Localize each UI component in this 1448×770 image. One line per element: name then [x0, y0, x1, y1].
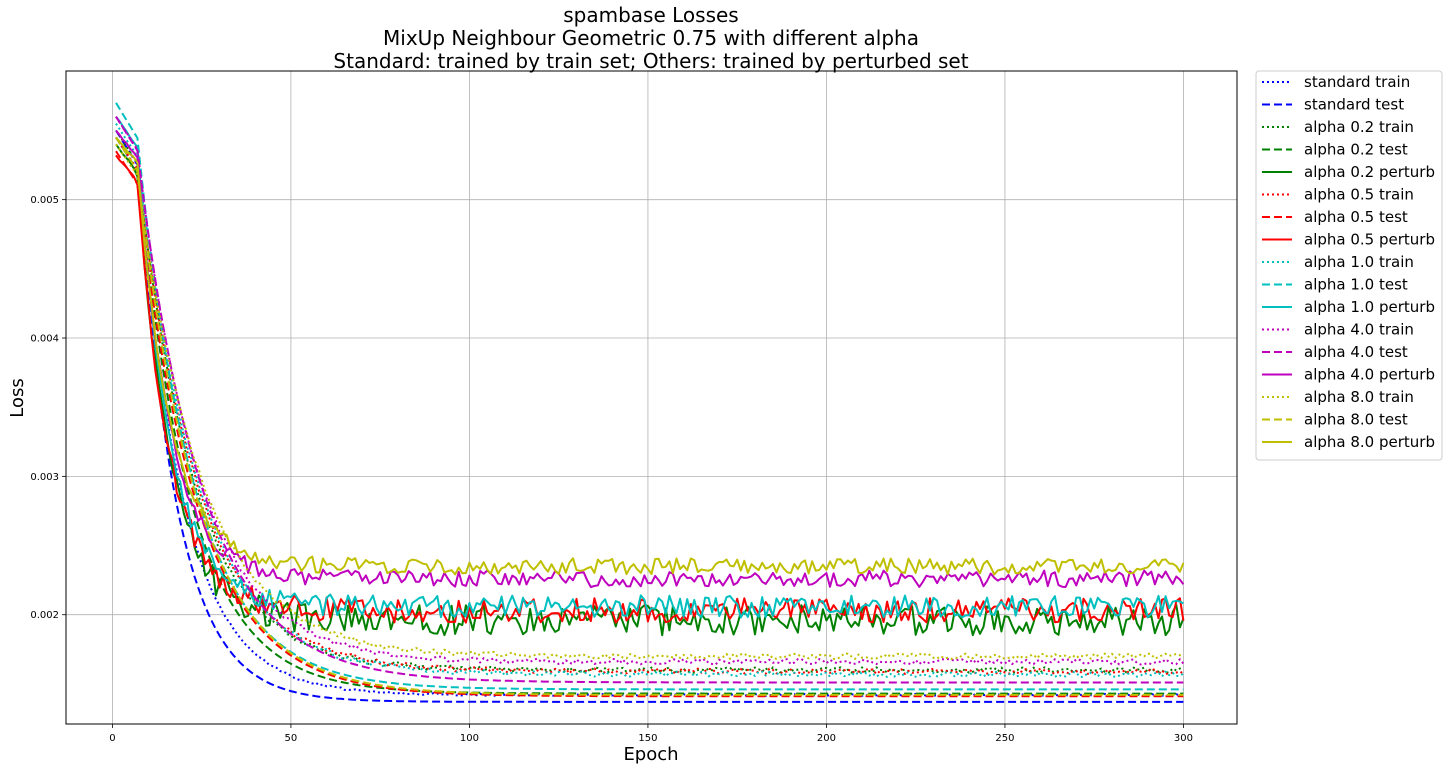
legend-label: alpha 8.0 perturb	[1304, 433, 1435, 451]
legend-frame	[1255, 70, 1443, 461]
series-line-0	[115, 136, 1184, 697]
legend-label: standard test	[1304, 96, 1404, 114]
y-tick-label: 0.003	[30, 472, 59, 483]
title-line-2: MixUp Neighbour Geometric 0.75 with diff…	[383, 26, 919, 50]
series-line-2	[115, 129, 1184, 674]
axis-ticks: 0 50 100 150 200 250 300 0.002 0.003 0.004 0.005	[30, 195, 1193, 744]
legend-label: alpha 0.2 test	[1304, 141, 1408, 159]
legend-label: alpha 4.0 train	[1304, 321, 1414, 339]
series-line-10	[115, 116, 1184, 619]
x-tick-label: 300	[1174, 733, 1193, 744]
series-line-4	[115, 143, 1185, 637]
y-axis-label: Loss	[7, 378, 28, 417]
series-line-6	[115, 150, 1184, 698]
legend-label: alpha 0.5 test	[1304, 208, 1408, 226]
series-line-8	[115, 123, 1184, 678]
legend-label: alpha 0.5 perturb	[1304, 231, 1435, 249]
series-line-16	[115, 136, 1185, 576]
y-tick-label: 0.002	[30, 610, 59, 621]
series-line-15	[115, 136, 1184, 696]
y-tick-label: 0.005	[30, 195, 59, 206]
x-axis-label: Epoch	[623, 744, 678, 765]
x-tick-label: 50	[285, 733, 298, 744]
series-line-11	[115, 116, 1185, 666]
series-line-9	[115, 102, 1184, 691]
legend-label: alpha 0.2 perturb	[1304, 163, 1435, 181]
series-line-13	[115, 129, 1185, 588]
legend-label: alpha 4.0 test	[1304, 343, 1408, 361]
plot-frame	[65, 70, 1238, 725]
x-tick-label: 0	[109, 733, 115, 744]
legend-label: standard train	[1304, 73, 1410, 91]
x-tick-label: 100	[460, 733, 479, 744]
title-line-3: Standard: trained by train set; Others: …	[333, 49, 968, 73]
series-line-3	[115, 136, 1184, 695]
legend-label: alpha 1.0 perturb	[1304, 298, 1435, 316]
legend-label: alpha 0.2 train	[1304, 118, 1414, 136]
y-tick-label: 0.004	[30, 334, 59, 345]
legend-label: alpha 1.0 train	[1304, 253, 1414, 271]
series-line-5	[115, 136, 1184, 676]
x-tick-label: 250	[995, 733, 1014, 744]
x-tick-label: 150	[638, 733, 657, 744]
chart-title: spambase Losses MixUp Neighbour Geometri…	[333, 3, 968, 73]
x-tick-label: 200	[817, 733, 836, 744]
legend-label: alpha 8.0 train	[1304, 388, 1414, 406]
legend: standard train standard test alpha 0.2 tra…	[1255, 70, 1443, 461]
series-line-1	[115, 129, 1184, 703]
legend-label: alpha 4.0 perturb	[1304, 366, 1435, 384]
title-line-1: spambase Losses	[563, 3, 738, 27]
legend-label: alpha 8.0 test	[1304, 411, 1408, 429]
legend-label: alpha 0.5 train	[1304, 186, 1414, 204]
plot-area	[115, 102, 1185, 703]
series-line-12	[115, 116, 1184, 684]
legend-label: alpha 1.0 test	[1304, 276, 1408, 294]
legend-entries: standard train standard test alpha 0.2 tra…	[1262, 73, 1435, 451]
grid	[66, 71, 1237, 724]
series-lines	[115, 102, 1185, 703]
